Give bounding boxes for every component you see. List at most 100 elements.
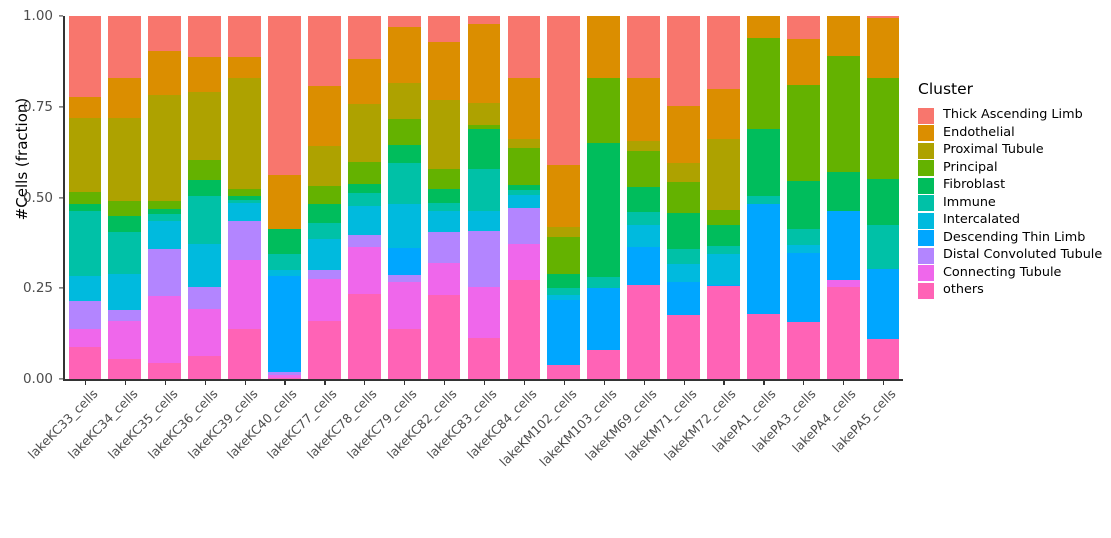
legend-color-swatch xyxy=(918,282,934,299)
bar-segment xyxy=(148,51,182,96)
x-tick-mark xyxy=(484,380,486,385)
bar-segment xyxy=(108,274,142,311)
stacked-bar xyxy=(68,16,102,380)
bar-segment xyxy=(68,118,102,193)
bar-segment xyxy=(667,249,700,264)
bar-segment xyxy=(587,143,621,278)
bar-segment xyxy=(347,246,381,295)
bar-segment xyxy=(667,282,700,316)
bar-segment xyxy=(108,359,142,380)
legend-item[interactable]: Descending Thin Limb xyxy=(918,230,1108,248)
legend-item[interactable]: Principal xyxy=(918,160,1108,178)
bar-segment xyxy=(308,186,341,205)
x-tick-mark xyxy=(883,380,885,385)
bar-segment xyxy=(387,26,421,84)
bar-segment xyxy=(707,224,740,247)
bar-segment xyxy=(786,84,820,182)
bar-segment xyxy=(387,274,421,283)
x-tick-mark xyxy=(563,380,565,385)
stacked-bar xyxy=(347,16,381,380)
x-tick-label: lakePA1_cells xyxy=(709,386,779,456)
bar-segment xyxy=(387,204,421,248)
bar-segment xyxy=(786,229,820,246)
bar-segment xyxy=(188,308,222,357)
bar-segment xyxy=(347,293,381,380)
bar-segment xyxy=(667,315,700,380)
bar-segment xyxy=(746,16,780,39)
y-axis-tick-marks xyxy=(59,0,65,465)
stacked-bar xyxy=(188,16,222,380)
bar-segment xyxy=(68,16,102,97)
legend-item[interactable]: Proximal Tubule xyxy=(918,142,1108,160)
bar-segment xyxy=(507,189,541,196)
stacked-bar xyxy=(148,16,182,380)
legend-item[interactable]: Immune xyxy=(918,195,1108,213)
bar-segment xyxy=(268,16,301,176)
bar-segment xyxy=(228,202,261,222)
bar-segment xyxy=(387,119,421,146)
bar-segment xyxy=(148,208,182,215)
stacked-bar xyxy=(667,16,700,380)
legend-item[interactable]: Endothelial xyxy=(918,125,1108,143)
bar-segment xyxy=(467,210,501,231)
bar-segment xyxy=(68,203,102,211)
bar-segment xyxy=(587,287,621,350)
bar-segment xyxy=(108,231,142,275)
legend-item[interactable]: Distal Convoluted Tubule xyxy=(918,247,1108,265)
bar-segment xyxy=(627,140,660,152)
bar-segment xyxy=(387,247,421,276)
stacked-bar xyxy=(627,16,660,380)
stacked-bar xyxy=(826,16,860,380)
x-tick-mark xyxy=(364,380,366,385)
bar-segment xyxy=(308,238,341,271)
x-tick-label: lakeKC82_cells xyxy=(384,386,460,462)
bar-segment xyxy=(587,16,621,79)
legend-item[interactable]: Intercalated xyxy=(918,212,1108,230)
legend-items: Thick Ascending Limb Endothelial Proximal … xyxy=(918,107,1108,300)
bar-segment xyxy=(347,184,381,194)
bar-segment xyxy=(667,106,700,164)
y-tick-mark xyxy=(59,287,63,289)
legend-item[interactable]: others xyxy=(918,282,1108,300)
bar-segment xyxy=(587,77,621,144)
bar-segment xyxy=(188,356,222,380)
bar-segment xyxy=(507,243,541,281)
bar-segment xyxy=(148,221,182,250)
x-tick-label: lakeKM71_cells xyxy=(621,386,700,464)
y-tick-label: 1.00 xyxy=(22,8,53,24)
bar-segment xyxy=(68,347,102,380)
legend-item-label: Intercalated xyxy=(943,212,1021,228)
x-tick-mark xyxy=(803,380,805,385)
bar-segment xyxy=(268,254,301,271)
bar-segment xyxy=(427,99,461,170)
bar-segment xyxy=(308,146,341,187)
x-tick-mark xyxy=(643,380,645,385)
legend-item[interactable]: Connecting Tubule xyxy=(918,265,1108,283)
bar-segment xyxy=(188,180,222,197)
x-tick-mark xyxy=(683,380,685,385)
bar-segment xyxy=(68,210,102,277)
bar-segment xyxy=(268,377,301,380)
bar-segment xyxy=(467,168,501,211)
y-axis-tick-labels: 0.00 0.25 0.50 0.75 1.00 xyxy=(5,0,53,465)
bar-segment xyxy=(627,246,660,285)
stacked-bar xyxy=(866,16,900,380)
x-tick-label: lakePA4_cells xyxy=(789,386,859,456)
x-tick-label: lakeKM102_cells xyxy=(496,386,580,470)
legend-item[interactable]: Thick Ascending Limb xyxy=(918,107,1108,125)
x-tick-label: lakeKC36_cells xyxy=(144,386,221,462)
legend-color-swatch xyxy=(918,247,934,264)
y-tick-label: 0.75 xyxy=(22,98,53,115)
stacked-bar xyxy=(427,16,461,380)
bar-segment xyxy=(347,205,381,236)
bar-segment xyxy=(707,16,740,89)
bar-segment xyxy=(587,277,621,289)
legend-item[interactable]: Fibroblast xyxy=(918,177,1108,195)
bar-segment xyxy=(108,117,142,202)
bar-segment xyxy=(467,128,501,170)
bar-segment xyxy=(387,329,421,380)
stacked-bar xyxy=(268,16,301,380)
y-axis-line xyxy=(63,16,65,379)
bar-segment xyxy=(228,189,261,197)
stacked-bar xyxy=(707,16,740,380)
